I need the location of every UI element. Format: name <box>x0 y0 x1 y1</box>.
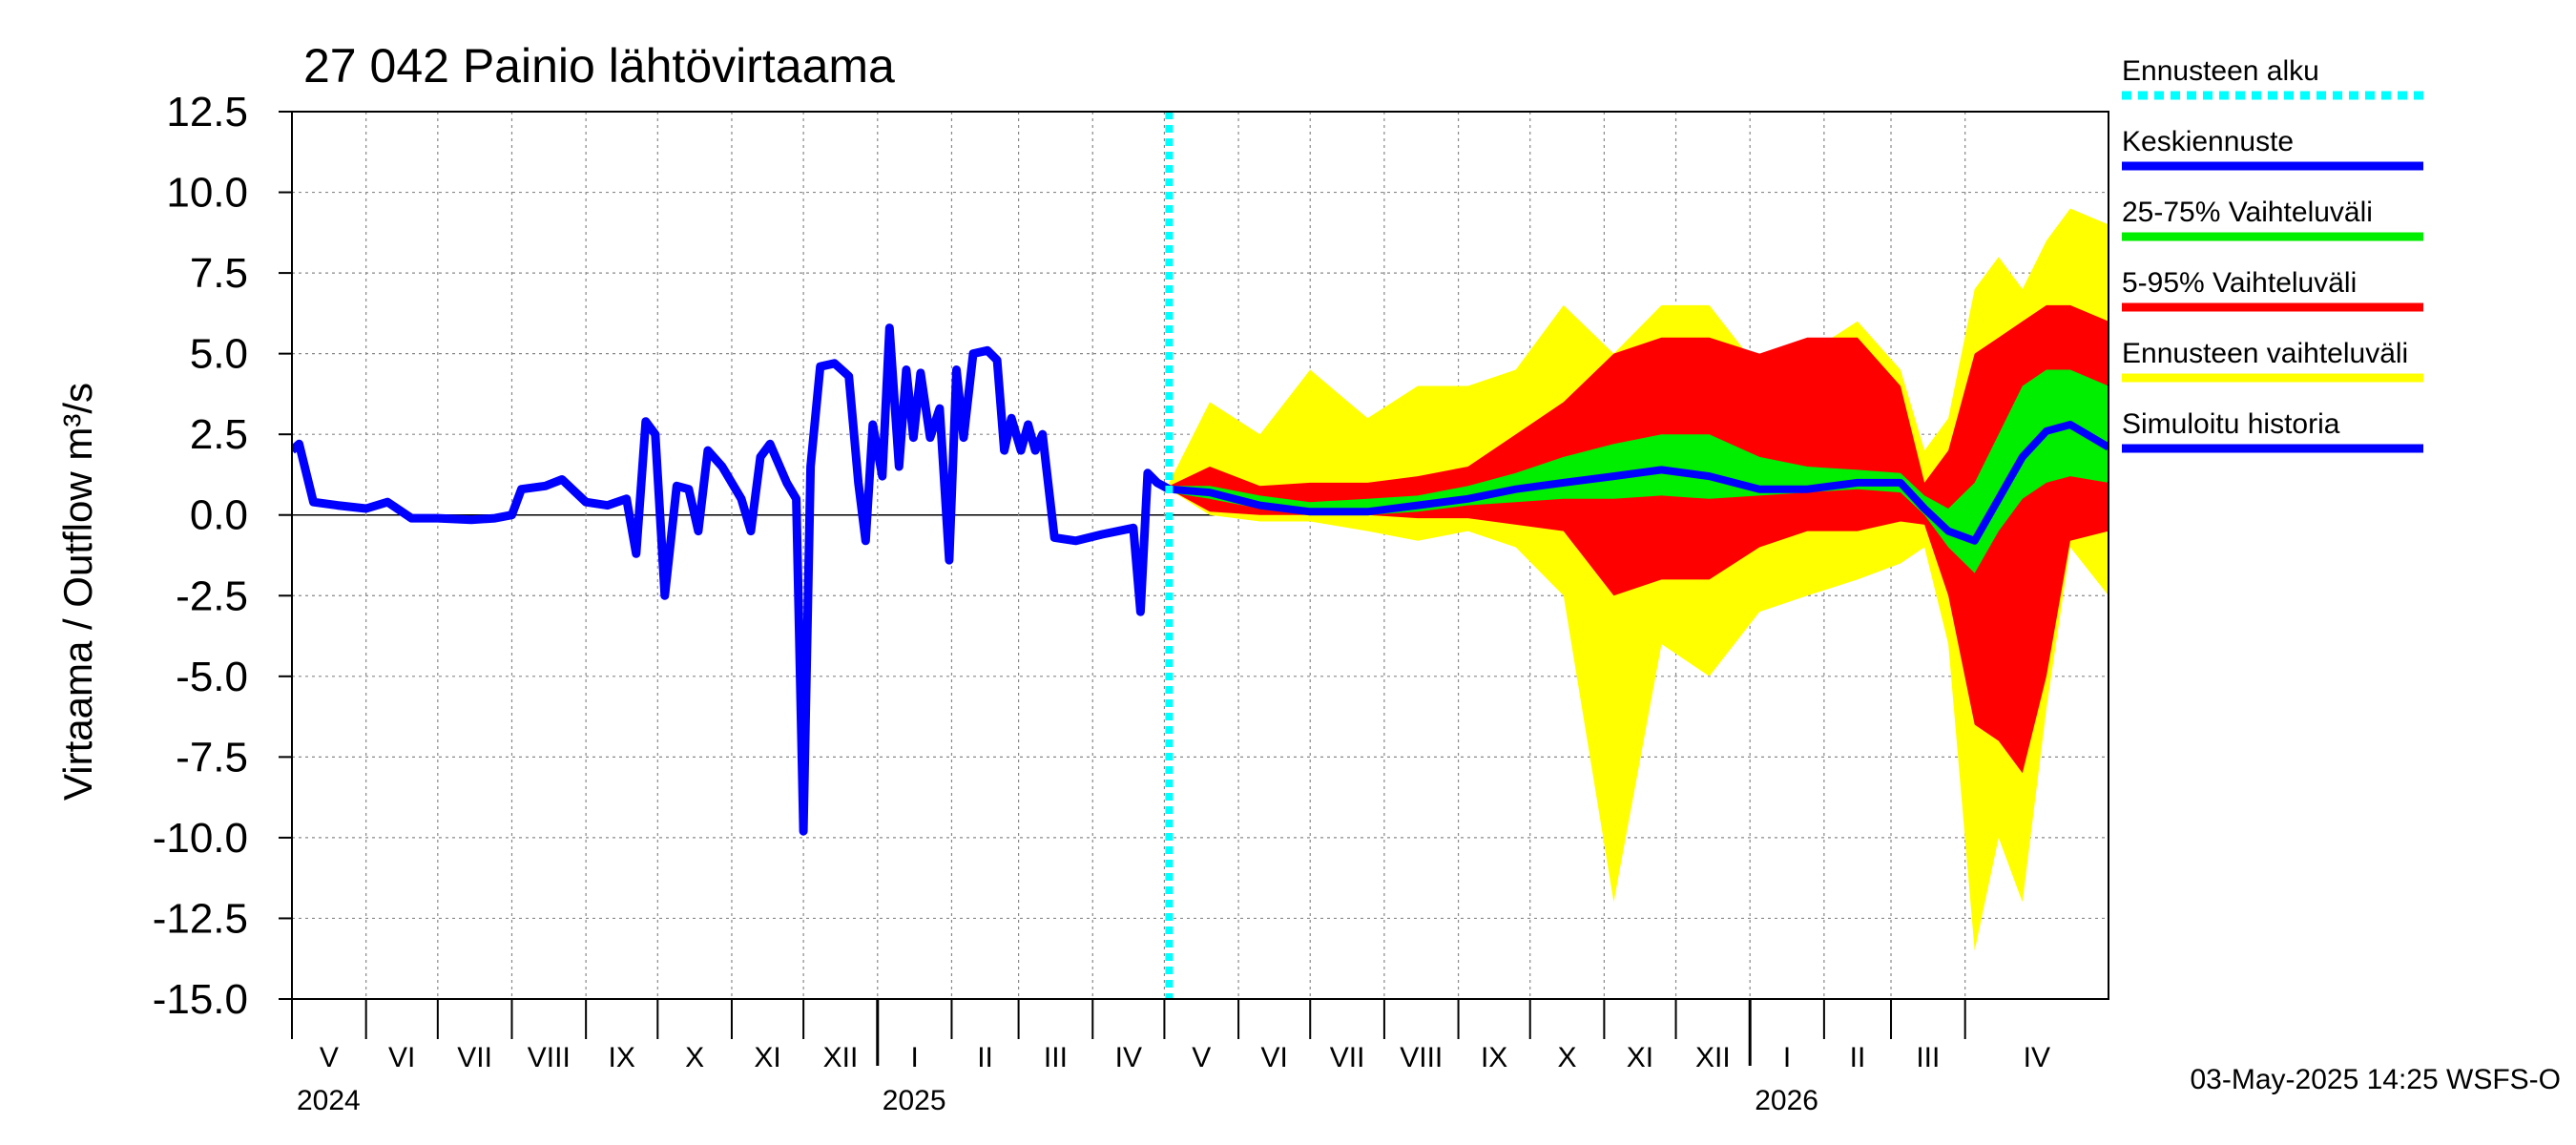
month-label: XII <box>823 1042 859 1073</box>
month-label: IX <box>609 1042 635 1073</box>
plot-frame <box>291 111 2109 1000</box>
month-label: I <box>1783 1042 1791 1073</box>
legend-label: Keskiennuste <box>2122 126 2294 157</box>
month-label: III <box>1916 1042 1940 1073</box>
chart-title: 27 042 Painio lähtövirtaama <box>303 39 895 93</box>
month-label: I <box>910 1042 918 1073</box>
year-label: 2024 <box>297 1085 361 1116</box>
legend-label: 5-95% Vaihteluväli <box>2122 267 2357 299</box>
y-tick-label: -7.5 <box>176 734 248 781</box>
y-tick-label: -5.0 <box>176 654 248 700</box>
flow-lines <box>292 323 2109 836</box>
y-tick-label: 10.0 <box>166 170 248 217</box>
y-tick-label: 7.5 <box>190 250 248 297</box>
legend-label: 25-75% Vaihteluväli <box>2122 197 2373 228</box>
month-label: VII <box>457 1042 492 1073</box>
history-line <box>292 323 1172 836</box>
month-label: IV <box>2024 1042 2050 1073</box>
month-label: X <box>1558 1042 1577 1073</box>
month-label: V <box>1192 1042 1211 1073</box>
legend-label: Ennusteen alku <box>2122 55 2319 87</box>
y-tick-label: 12.5 <box>166 89 248 135</box>
month-label: XII <box>1695 1042 1731 1073</box>
legend-label: Ennusteen vaihteluväli <box>2122 338 2408 369</box>
y-tick-label: -10.0 <box>153 815 248 862</box>
month-label: IX <box>1481 1042 1507 1073</box>
y-tick-label: 2.5 <box>190 411 248 458</box>
legend-label: Simuloitu historia <box>2122 408 2340 440</box>
month-label: VIII <box>1400 1042 1443 1073</box>
y-tick-label: 5.0 <box>190 331 248 378</box>
mean-forecast-line <box>1169 421 2109 545</box>
month-label: VI <box>388 1042 415 1073</box>
y-tick-label: -2.5 <box>176 572 248 619</box>
y-axis-label: Virtaama / Outflow m³/s <box>55 383 100 801</box>
y-tick-label: 0.0 <box>190 492 248 539</box>
month-label: II <box>977 1042 993 1073</box>
legend: Ennusteen alku Keskiennuste 25-75% Vaihtel… <box>2122 55 2423 453</box>
y-axis: 12.5 10.0 7.5 5.0 2.5 0.0 -2.5 -5.0 -7.5 -10.0 -12… <box>153 89 292 1023</box>
month-label: II <box>1850 1042 1866 1073</box>
month-label: V <box>320 1042 339 1073</box>
band-5-95-vaihteluv-li <box>1169 304 2109 774</box>
y-tick-label: -15.0 <box>153 976 248 1023</box>
timestamp-label: 03-May-2025 14:25 WSFS-O <box>2191 1064 2562 1095</box>
month-label: XI <box>1627 1042 1653 1073</box>
year-label: 2025 <box>883 1085 946 1116</box>
month-label: XI <box>754 1042 780 1073</box>
month-label: IV <box>1115 1042 1142 1073</box>
x-axis: V VI VII VIII IX X XI XII I II III IV V VI VII VIII IX X X… <box>291 999 2050 1116</box>
month-label: VII <box>1330 1042 1365 1073</box>
month-label: III <box>1044 1042 1068 1073</box>
month-label: VIII <box>528 1042 571 1073</box>
month-label: X <box>685 1042 704 1073</box>
y-tick-label: -12.5 <box>153 895 248 942</box>
year-label: 2026 <box>1755 1085 1818 1116</box>
month-label: VI <box>1260 1042 1287 1073</box>
